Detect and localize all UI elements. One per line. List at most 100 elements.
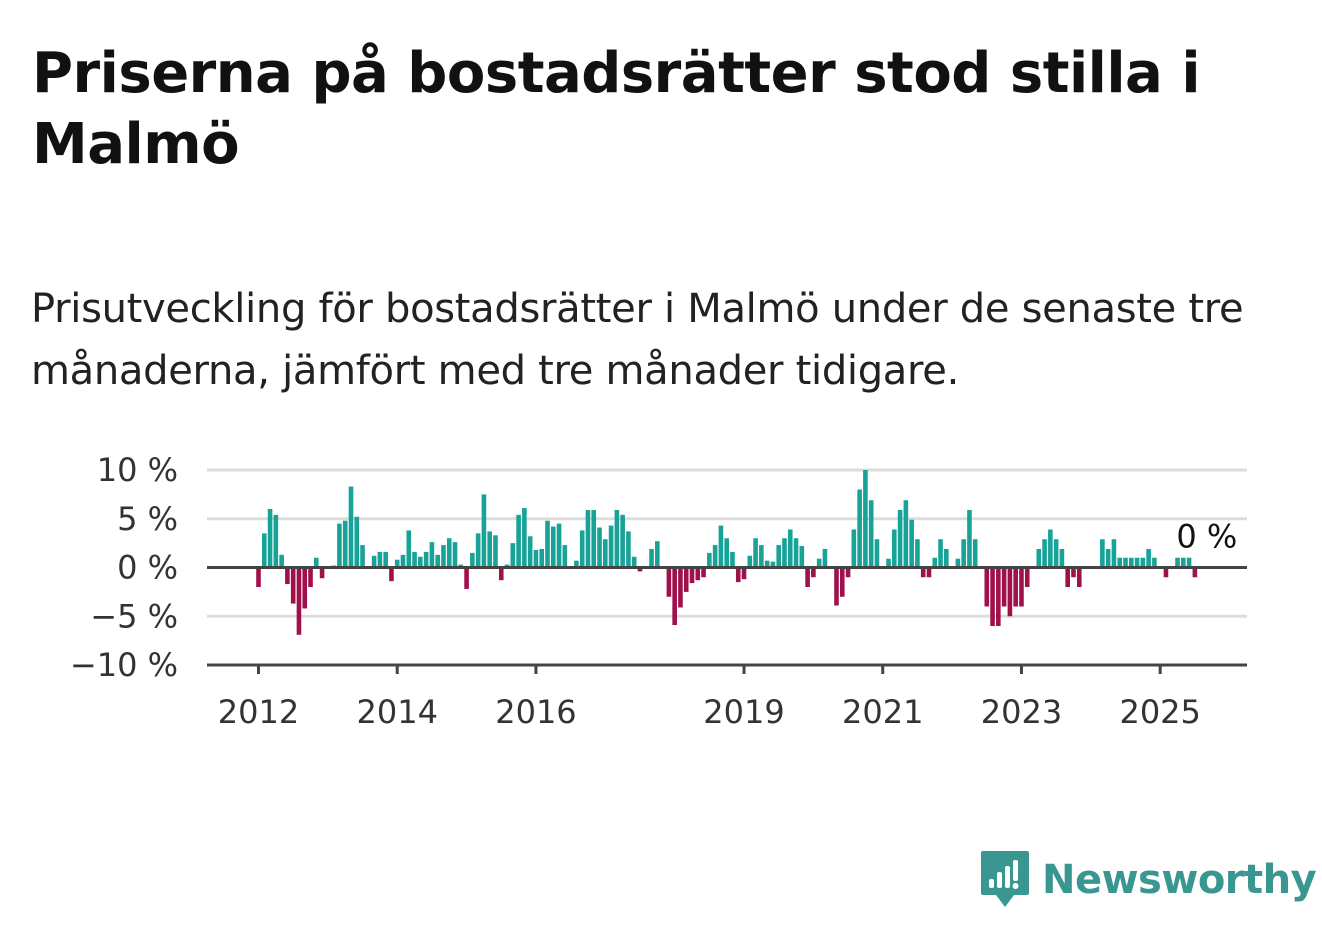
bar-positive bbox=[360, 545, 365, 568]
bar-positive bbox=[487, 531, 492, 568]
bar-positive bbox=[608, 525, 614, 568]
bar-positive bbox=[915, 539, 920, 568]
chart-title: Priserna på bostadsrätter stod stilla i … bbox=[32, 41, 1201, 177]
bar-negative bbox=[1071, 567, 1076, 578]
bar-positive bbox=[522, 508, 527, 568]
bar-positive bbox=[1175, 557, 1180, 568]
bar-negative bbox=[926, 567, 932, 578]
bar-positive bbox=[527, 536, 533, 568]
bar-positive bbox=[972, 539, 978, 568]
bar-positive bbox=[724, 538, 729, 568]
bar-positive bbox=[631, 556, 637, 568]
bar-positive bbox=[400, 554, 406, 568]
bar-negative bbox=[735, 567, 741, 583]
bar-positive bbox=[418, 556, 423, 568]
bar-positive bbox=[614, 509, 620, 568]
bar-positive bbox=[961, 539, 966, 568]
bar-negative bbox=[1076, 567, 1082, 587]
brand-logo: Newsworthy bbox=[980, 848, 1317, 912]
bar-negative bbox=[920, 567, 926, 578]
x-axis bbox=[207, 566, 1247, 674]
bar-positive bbox=[1181, 557, 1186, 568]
bar-positive bbox=[429, 542, 435, 568]
bar-negative bbox=[839, 567, 845, 597]
bar-negative bbox=[285, 567, 290, 585]
bar-positive bbox=[1059, 548, 1065, 568]
newsworthy-logo-icon bbox=[981, 851, 1029, 907]
bar-positive bbox=[314, 557, 319, 568]
bar-positive bbox=[556, 523, 562, 568]
bar-negative bbox=[1007, 567, 1013, 617]
bar-negative bbox=[672, 567, 677, 626]
bar-positive bbox=[1186, 557, 1192, 568]
x-tick-label: 2016 bbox=[495, 693, 576, 731]
y-tick-label: −10 % bbox=[70, 646, 178, 684]
bar-negative bbox=[1163, 567, 1169, 578]
bar-negative bbox=[1065, 567, 1070, 587]
x-tick-label: 2025 bbox=[1119, 693, 1200, 731]
bar-positive bbox=[591, 509, 597, 568]
bar-negative bbox=[984, 567, 990, 607]
bar-positive bbox=[1152, 557, 1157, 568]
bar-positive bbox=[539, 548, 545, 568]
bar-positive bbox=[1128, 557, 1134, 568]
bar-negative bbox=[805, 567, 810, 587]
bar-positive bbox=[354, 516, 360, 568]
bar-positive bbox=[579, 530, 585, 568]
bar-chart: 10 % 5 % 0 % −5 % −10 % 2012 2014 2016 2019 2021… bbox=[70, 451, 1247, 731]
bar-negative bbox=[689, 567, 695, 584]
bar-positive bbox=[932, 557, 938, 568]
bar-positive bbox=[851, 529, 857, 568]
bar-negative bbox=[498, 567, 504, 581]
bar-positive bbox=[267, 509, 273, 568]
bar-positive bbox=[1036, 548, 1042, 568]
bar-positive bbox=[799, 546, 805, 568]
bar-positive bbox=[655, 541, 660, 568]
bar-positive bbox=[753, 538, 758, 568]
bar-negative bbox=[1024, 567, 1030, 587]
bars bbox=[256, 470, 1198, 635]
bar-positive bbox=[626, 531, 631, 568]
bar-positive bbox=[435, 554, 440, 568]
bar-positive bbox=[377, 551, 383, 568]
bar-positive bbox=[955, 558, 961, 568]
bar-positive bbox=[533, 549, 539, 568]
bar-positive bbox=[863, 470, 868, 568]
bar-positive bbox=[597, 527, 602, 568]
bar-positive bbox=[545, 520, 550, 568]
bar-positive bbox=[441, 545, 446, 568]
bar-positive bbox=[574, 560, 579, 568]
bar-positive bbox=[348, 486, 354, 568]
bar-negative bbox=[290, 567, 296, 604]
bar-positive bbox=[475, 533, 481, 568]
bar-negative bbox=[811, 567, 816, 578]
x-axis-labels: 2012 2014 2016 2019 2021 2023 2025 bbox=[218, 693, 1201, 731]
y-tick-label: 0 % bbox=[117, 549, 178, 587]
x-tick-label: 2019 bbox=[703, 693, 784, 731]
bar-positive bbox=[273, 514, 279, 568]
bar-negative bbox=[990, 567, 995, 626]
bar-positive bbox=[1100, 539, 1105, 568]
bar-positive bbox=[470, 552, 475, 568]
bar-positive bbox=[394, 559, 400, 568]
bar-positive bbox=[903, 500, 909, 568]
bar-positive bbox=[423, 551, 429, 568]
bar-positive bbox=[747, 555, 753, 568]
x-tick-label: 2014 bbox=[357, 693, 438, 731]
bar-positive bbox=[857, 489, 862, 568]
bar-positive bbox=[782, 538, 787, 568]
bar-positive bbox=[1117, 557, 1123, 568]
bar-positive bbox=[874, 539, 880, 568]
bar-positive bbox=[787, 529, 793, 568]
bar-negative bbox=[834, 567, 839, 606]
bar-positive bbox=[967, 509, 972, 568]
bar-positive bbox=[1053, 539, 1059, 568]
bar-negative bbox=[296, 567, 302, 635]
bar-positive bbox=[337, 523, 342, 568]
chart-subtitle: Prisutveckling för bostadsrätter i Malmö… bbox=[31, 286, 1244, 394]
bar-positive bbox=[759, 545, 764, 568]
bar-positive bbox=[776, 545, 781, 568]
bar-positive bbox=[764, 560, 770, 568]
bar-negative bbox=[1001, 567, 1007, 607]
bar-positive bbox=[944, 548, 949, 568]
